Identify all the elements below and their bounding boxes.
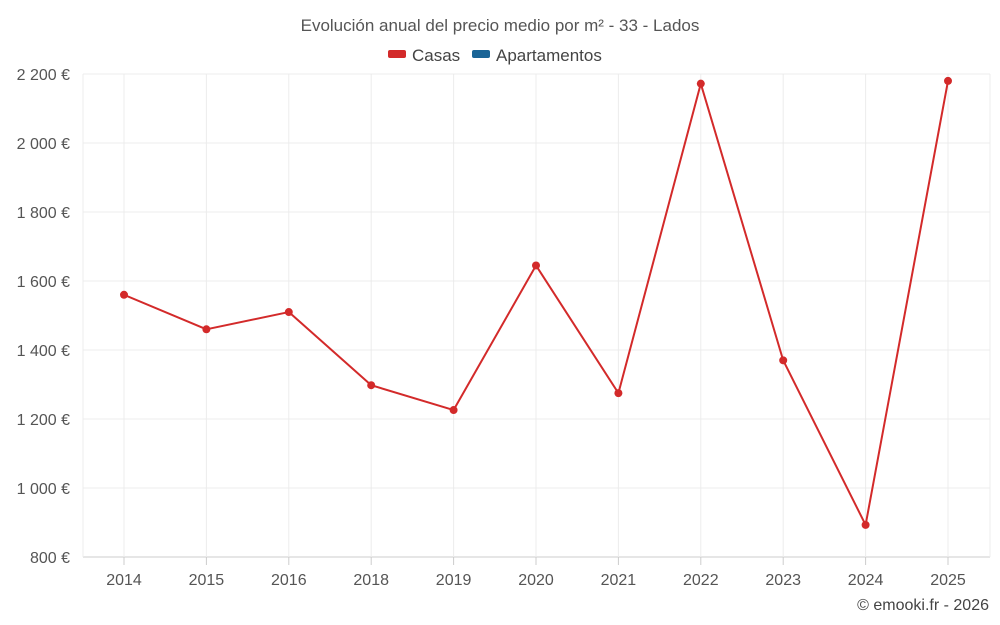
data-point[interactable] bbox=[120, 290, 128, 299]
data-point[interactable] bbox=[779, 356, 788, 365]
grid bbox=[82, 73, 991, 558]
y-tick-label: 2 000 € bbox=[17, 136, 70, 153]
y-tick-label: 1 400 € bbox=[17, 343, 70, 360]
x-tick-label: 2020 bbox=[518, 572, 554, 589]
y-tick-label: 1 600 € bbox=[17, 274, 70, 291]
data-point[interactable] bbox=[614, 389, 623, 398]
y-tick-label: 1 800 € bbox=[17, 205, 70, 222]
data-point[interactable] bbox=[944, 76, 952, 85]
plot-area bbox=[120, 76, 952, 529]
legend-swatch bbox=[388, 50, 406, 58]
data-point[interactable] bbox=[367, 381, 376, 390]
data-point[interactable] bbox=[449, 406, 458, 415]
legend-swatch bbox=[472, 50, 490, 58]
y-tick-label: 2 200 € bbox=[17, 67, 70, 84]
x-tick-label: 2015 bbox=[189, 572, 225, 589]
legend-label: Casas bbox=[412, 46, 460, 65]
legend[interactable]: Casas Apartamentos bbox=[388, 46, 602, 65]
legend-label: Apartamentos bbox=[496, 46, 602, 65]
x-tick-label: 2016 bbox=[271, 572, 307, 589]
y-tick-label: 800 € bbox=[30, 550, 70, 567]
data-point[interactable] bbox=[696, 79, 705, 88]
x-tick-label: 2018 bbox=[353, 572, 389, 589]
x-tick-label: 2023 bbox=[765, 572, 801, 589]
x-tick-label: 2019 bbox=[436, 572, 472, 589]
data-point[interactable] bbox=[861, 520, 870, 529]
x-tick-label: 2025 bbox=[930, 572, 966, 589]
x-axis: 2014 2015 2016 2018 2019 2020 2021 2022 2023 2024… bbox=[106, 557, 966, 589]
x-tick-label: 2024 bbox=[848, 572, 884, 589]
y-tick-label: 1 200 € bbox=[17, 412, 70, 429]
data-point[interactable] bbox=[202, 325, 211, 334]
y-tick-label: 1 000 € bbox=[17, 481, 70, 498]
chart-title: Evolución anual del precio medio por m² … bbox=[301, 16, 700, 35]
legend-item-casas[interactable]: Casas bbox=[388, 46, 460, 65]
copyright-credit: © emooki.fr - 2026 bbox=[857, 597, 989, 614]
x-tick-label: 2021 bbox=[601, 572, 637, 589]
x-tick-label: 2014 bbox=[106, 572, 142, 589]
legend-item-apartamentos[interactable]: Apartamentos bbox=[472, 46, 602, 65]
x-tick-label: 2022 bbox=[683, 572, 719, 589]
data-point[interactable] bbox=[284, 308, 293, 317]
y-axis: 800 € 1 000 € 1 200 € 1 400 € 1 600 € 1 800 €… bbox=[17, 67, 70, 567]
data-point[interactable] bbox=[532, 261, 540, 270]
